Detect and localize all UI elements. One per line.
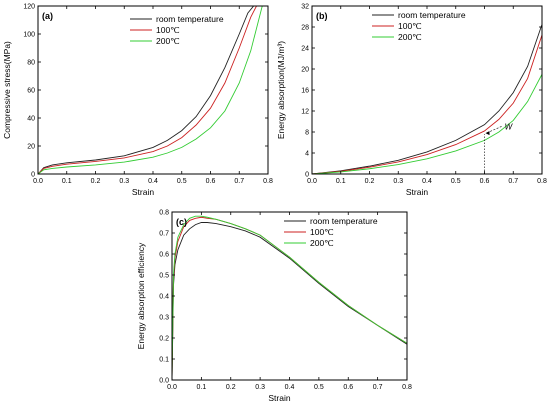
panel-c-y-axis-title: Energy absorption efficiency xyxy=(136,242,146,349)
panel-b-y-tick-label: 0 xyxy=(305,172,309,179)
panel-a-y-tick-label: 60 xyxy=(27,88,35,95)
panel-c-label: (c) xyxy=(176,217,187,227)
panel-b-legend-label-0: room temperature xyxy=(398,10,466,20)
panel-a-x-tick-label: 0.5 xyxy=(177,178,187,185)
panel-b-y-tick-label: 24 xyxy=(301,46,309,53)
panel-b-x-tick-label: 0.3 xyxy=(393,178,403,185)
panel-b-x-axis-title: Strain xyxy=(406,187,428,197)
panel-a-y-tick-label: 120 xyxy=(23,4,35,11)
panel-c-x-tick-label: 0.6 xyxy=(343,384,353,391)
panel-c-legend-label-1: 100℃ xyxy=(310,227,334,237)
panel-c-plot-frame xyxy=(171,211,408,381)
panel-a-x-tick-label: 0.3 xyxy=(119,178,129,185)
panel-c-x-tick-label: 0.2 xyxy=(226,384,236,391)
panel-c-x-tick-label: 0.4 xyxy=(285,384,295,391)
panel-c-x-tick-label: 0.0 xyxy=(167,384,177,391)
panel-a-x-tick-label: 0.4 xyxy=(148,178,158,185)
panel-b-y-tick-label: 8 xyxy=(305,130,309,137)
panel-c-y-tick-label: 0.7 xyxy=(159,231,169,238)
panel-b-y-tick-label: 16 xyxy=(301,88,309,95)
panel-b-plot-frame xyxy=(311,5,543,175)
panel-b-series-1-line xyxy=(312,34,542,174)
panel-b-legend-label-2: 200℃ xyxy=(398,32,422,42)
panel-a-chart: 0.0 0.1 0.2 0.3 0.4 0.5 0.6 0.7 0.8 0 20 40 60 80 100 1… xyxy=(2,4,273,198)
panel-c-legend-label-0: room temperature xyxy=(310,216,378,226)
panel-c-x-tick-label: 0.1 xyxy=(197,384,207,391)
panel-b-y-tick-label: 4 xyxy=(305,151,309,158)
panel-b-x-tick-label: 0.7 xyxy=(508,178,518,185)
panel-b-annotation-label: W xyxy=(505,122,514,131)
panel-a-y-tick-label: 100 xyxy=(23,32,35,39)
panel-a-x-tick-label: 0.1 xyxy=(62,178,72,185)
panel-a-legend-label-1: 100℃ xyxy=(156,25,180,35)
panel-c-y-tick-label: 0.5 xyxy=(159,273,169,280)
panel-b-y-tick-label: 20 xyxy=(301,67,309,74)
panel-a-y-tick-label: 0 xyxy=(31,172,35,179)
panel-a-series-0-line xyxy=(38,6,254,174)
panel-b-label: (b) xyxy=(316,11,328,21)
panel-a-x-tick-label: 0.0 xyxy=(33,178,43,185)
panel-b-series-2-line xyxy=(312,74,542,174)
panel-a-plot-frame xyxy=(37,5,269,175)
panel-a-legend-label-2: 200℃ xyxy=(156,36,180,46)
panel-a-x-tick-label: 0.2 xyxy=(91,178,101,185)
panel-b-series-0-line xyxy=(312,24,542,174)
panel-b-x-tick-label: 0.4 xyxy=(422,178,432,185)
panel-b-x-tick-label: 0.2 xyxy=(365,178,375,185)
panel-c-y-tick-label: 0.3 xyxy=(159,315,169,322)
panel-b-annotation-arrow xyxy=(486,126,502,134)
panel-c-series-2-line xyxy=(172,215,407,380)
panel-c-y-tick-label: 0.4 xyxy=(159,294,169,301)
panel-b-y-tick-label: 12 xyxy=(301,109,309,116)
panel-c-series-0-line xyxy=(172,222,407,380)
panel-a-y-axis-title: Compressive stress(MPa) xyxy=(2,41,12,139)
panel-c-y-tick-label: 0.6 xyxy=(159,252,169,259)
panel-b-x-tick-label: 0.8 xyxy=(537,178,547,185)
panel-c-legend-label-2: 200℃ xyxy=(310,238,334,248)
panel-b-legend-label-1: 100℃ xyxy=(398,21,422,31)
panel-c-x-tick-label: 0.5 xyxy=(314,384,324,391)
panel-c-y-tick-label: 0.0 xyxy=(159,378,169,385)
panel-c-y-tick-label: 0.2 xyxy=(159,336,169,343)
panel-c-series-1-line xyxy=(172,216,407,380)
panel-b-chart: 0.0 0.1 0.2 0.3 0.4 0.5 0.6 0.7 0.8 0 4 8 12 16 20 24 28… xyxy=(276,4,547,198)
panel-a-y-tick-label: 80 xyxy=(27,60,35,67)
panel-a-x-tick-label: 0.6 xyxy=(206,178,216,185)
panel-a-y-tick-label: 40 xyxy=(27,116,35,123)
panel-b-x-tick-label: 0.1 xyxy=(336,178,346,185)
panel-b-y-tick-label: 32 xyxy=(301,4,309,11)
panel-c-y-tick-label: 0.1 xyxy=(159,357,169,364)
panel-b-annotation-arrowhead xyxy=(485,131,490,136)
panel-b-x-tick-label: 0.6 xyxy=(480,178,490,185)
panel-b-y-tick-label: 28 xyxy=(301,25,309,32)
panel-a-series-2-line xyxy=(38,6,263,174)
panel-c-x-tick-label: 0.3 xyxy=(255,384,265,391)
panel-a-series-1-line xyxy=(38,6,257,174)
panel-a-y-tick-label: 20 xyxy=(27,144,35,151)
panel-a-x-axis-title: Strain xyxy=(132,187,154,197)
panel-b-x-tick-label: 0.5 xyxy=(451,178,461,185)
panel-a-x-tick-label: 0.7 xyxy=(234,178,244,185)
panel-b-y-axis-title: Energy absorption(MJ/m³) xyxy=(276,41,286,139)
panel-b-x-tick-label: 0.0 xyxy=(307,178,317,185)
panel-c-x-tick-label: 0.7 xyxy=(373,384,383,391)
panel-c-x-axis-title: Strain xyxy=(268,393,290,403)
panel-a-x-tick-label: 0.8 xyxy=(263,178,273,185)
panel-c-y-tick-label: 0.8 xyxy=(159,210,169,217)
panel-a-label: (a) xyxy=(42,11,53,21)
panel-c-chart: 0.0 0.1 0.2 0.3 0.4 0.5 0.6 0.7 0.8 0.0 0.1 0.2 0.3 0… xyxy=(136,210,412,404)
panel-a-legend-label-0: room temperature xyxy=(156,14,224,24)
panel-c-x-tick-label: 0.8 xyxy=(402,384,412,391)
